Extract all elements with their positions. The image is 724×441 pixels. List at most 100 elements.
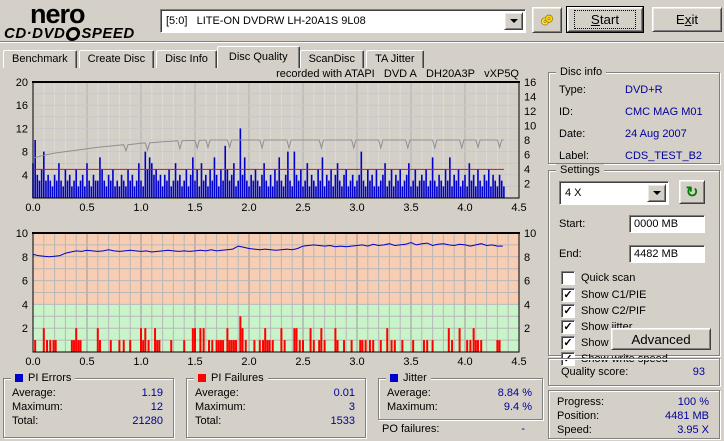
logo-text-nero: nero bbox=[30, 0, 86, 29]
stat-row: Average: 8.84 % bbox=[387, 387, 532, 399]
stat-row: Total: 21280 bbox=[12, 415, 163, 427]
svg-text:1.0: 1.0 bbox=[133, 202, 148, 214]
tab-ta-jitter[interactable]: TA Jitter bbox=[366, 50, 424, 68]
svg-text:4.0: 4.0 bbox=[457, 202, 472, 214]
scan-end-input[interactable]: 4482 MB bbox=[629, 245, 705, 263]
checkbox-quick-scan[interactable]: Quick scan bbox=[561, 271, 635, 285]
svg-text:6: 6 bbox=[524, 276, 530, 288]
jitter-stats-box: Jitter Average: 8.84 % Maximum: 9.4 % bbox=[378, 372, 543, 420]
svg-text:20: 20 bbox=[16, 77, 28, 89]
checkbox-box[interactable]: ✓ bbox=[561, 304, 575, 318]
checkbox-box[interactable]: ✓ bbox=[561, 288, 575, 302]
disc-label-row: Label: CDS_TEST_B2 bbox=[549, 145, 719, 167]
jitter-failures-chart: 2 4 6 8 10 2 4 6 8 10 0.0 0.5 1.0 1.5 2.0 2.5 3.0 3.5 4.0 4… bbox=[16, 228, 537, 368]
pi-errors-legend: PI Errors bbox=[11, 372, 76, 384]
svg-text:1.0: 1.0 bbox=[133, 356, 148, 368]
checkbox-box[interactable]: ✓ bbox=[561, 320, 575, 334]
exit-button[interactable]: Exit bbox=[652, 7, 722, 32]
svg-text:16: 16 bbox=[16, 100, 28, 112]
svg-text:3.0: 3.0 bbox=[349, 356, 364, 368]
stat-row: Average: 1.19 bbox=[12, 387, 163, 399]
drive-select[interactable]: [5:0] LITE-ON DVDRW LH-20A1S 9L08 bbox=[160, 9, 526, 33]
svg-text:recorded with ATAPI DVD A: recorded with ATAPI DVD A DH20A3P vXP5Q bbox=[276, 68, 519, 80]
svg-text:10: 10 bbox=[16, 228, 28, 240]
progress-box: Progress: 100 % Position: 4481 MB Speed: 3.… bbox=[548, 390, 720, 439]
svg-text:8: 8 bbox=[22, 147, 28, 159]
svg-text:8: 8 bbox=[524, 252, 530, 264]
checkbox-box[interactable] bbox=[561, 271, 575, 285]
quality-score-label: Quality score: bbox=[561, 366, 629, 378]
pi-failures-stats-box: PI Failures Average: 0.01 Maximum: 3 Total… bbox=[186, 372, 366, 438]
disc-info-title: Disc info bbox=[556, 66, 607, 78]
svg-text:6: 6 bbox=[22, 276, 28, 288]
svg-text:10: 10 bbox=[524, 121, 536, 133]
disc-date-row: Date: 24 Aug 2007 bbox=[549, 123, 719, 145]
settings-group: Settings 4 X ↻ Start: 0000 MB End: 4482 … bbox=[548, 164, 720, 366]
quality-score-value: 93 bbox=[692, 366, 705, 378]
tab-disc-info[interactable]: Disc Info bbox=[156, 50, 217, 68]
checkbox-show-write-speed[interactable]: ✓ Show write speed bbox=[561, 352, 668, 366]
progress-value: 100 % bbox=[677, 396, 709, 408]
svg-text:10: 10 bbox=[524, 228, 536, 240]
chevron-down-icon[interactable] bbox=[504, 12, 523, 30]
checkbox-show-c1-pie[interactable]: ✓ Show C1/PIE bbox=[561, 288, 646, 302]
speed-value: 3.95 X bbox=[677, 424, 709, 436]
svg-text:8: 8 bbox=[22, 252, 28, 264]
chevron-down-icon[interactable] bbox=[647, 184, 666, 202]
disc-date-value: 24 Aug 2007 bbox=[625, 128, 687, 140]
blue-square-icon bbox=[15, 374, 23, 382]
checkbox-show-c2-pif[interactable]: ✓ Show C2/PIF bbox=[561, 304, 646, 318]
svg-text:8: 8 bbox=[524, 135, 530, 147]
start-button[interactable]: Start bbox=[566, 6, 644, 33]
svg-text:4.5: 4.5 bbox=[511, 202, 526, 214]
logo-text-cdspeed: CD·DVD SPEED bbox=[4, 25, 135, 42]
top-toolbar: nero CD·DVD SPEED [5:0] LITE-ON DVDRW LH-… bbox=[0, 0, 724, 42]
po-failures-value: - bbox=[521, 423, 525, 435]
svg-text:12: 12 bbox=[524, 106, 536, 118]
scan-end-row: End: 4482 MB bbox=[559, 245, 709, 263]
svg-text:6: 6 bbox=[524, 150, 530, 162]
progress-row: Progress: 100 % bbox=[557, 396, 709, 408]
svg-text:2.5: 2.5 bbox=[295, 356, 310, 368]
po-failures-row: PO failures: - bbox=[382, 423, 525, 435]
pi-failures-legend: PI Failures bbox=[194, 372, 268, 384]
svg-text:2: 2 bbox=[524, 179, 530, 191]
disc-type-row: Type: DVD+R bbox=[549, 79, 719, 101]
stat-row: Maximum: 9.4 % bbox=[387, 401, 532, 413]
disc-info-group: Disc info Type: DVD+R ID: CMC MAG M01 Date… bbox=[548, 66, 720, 167]
svg-text:4.0: 4.0 bbox=[457, 356, 472, 368]
drive-select-value: [5:0] LITE-ON DVDRW LH-20A1S 9L08 bbox=[166, 15, 366, 27]
svg-text:1.5: 1.5 bbox=[187, 356, 202, 368]
settings-title: Settings bbox=[556, 164, 604, 176]
disc-id-value: CMC MAG M01 bbox=[625, 106, 703, 118]
tab-scandisc[interactable]: ScanDisc bbox=[299, 50, 365, 68]
svg-text:2: 2 bbox=[22, 323, 28, 335]
checkbox-box[interactable]: ✓ bbox=[561, 352, 575, 366]
blue-square-icon bbox=[390, 374, 398, 382]
svg-text:12: 12 bbox=[16, 123, 28, 135]
svg-text:3.0: 3.0 bbox=[349, 202, 364, 214]
svg-text:3.5: 3.5 bbox=[403, 356, 418, 368]
svg-text:2.0: 2.0 bbox=[241, 356, 256, 368]
checkbox-show-jitter[interactable]: ✓ Show jitter bbox=[561, 320, 632, 334]
stat-row: Maximum: 12 bbox=[12, 401, 163, 413]
advanced-button[interactable]: Advanced bbox=[611, 328, 711, 350]
position-row: Position: 4481 MB bbox=[557, 410, 709, 422]
eject-disc-button[interactable] bbox=[532, 7, 562, 33]
disc-glyph-icon bbox=[65, 26, 82, 41]
svg-text:4: 4 bbox=[524, 299, 530, 311]
svg-text:2: 2 bbox=[524, 323, 530, 335]
speed-select[interactable]: 4 X bbox=[559, 181, 669, 205]
po-failures-label: PO failures: bbox=[382, 423, 440, 435]
refresh-button[interactable]: ↻ bbox=[679, 180, 705, 204]
svg-text:1.5: 1.5 bbox=[187, 202, 202, 214]
tab-benchmark[interactable]: Benchmark bbox=[3, 50, 77, 68]
tab-disc-quality[interactable]: Disc Quality bbox=[216, 46, 300, 68]
svg-text:0.5: 0.5 bbox=[79, 202, 94, 214]
refresh-icon: ↻ bbox=[685, 184, 699, 201]
tab-create-disc[interactable]: Create Disc bbox=[78, 50, 155, 68]
checkbox-box[interactable]: ✓ bbox=[561, 336, 575, 350]
scan-start-input[interactable]: 0000 MB bbox=[629, 215, 705, 233]
svg-text:16: 16 bbox=[524, 77, 536, 89]
disc-type-value: DVD+R bbox=[625, 84, 663, 96]
